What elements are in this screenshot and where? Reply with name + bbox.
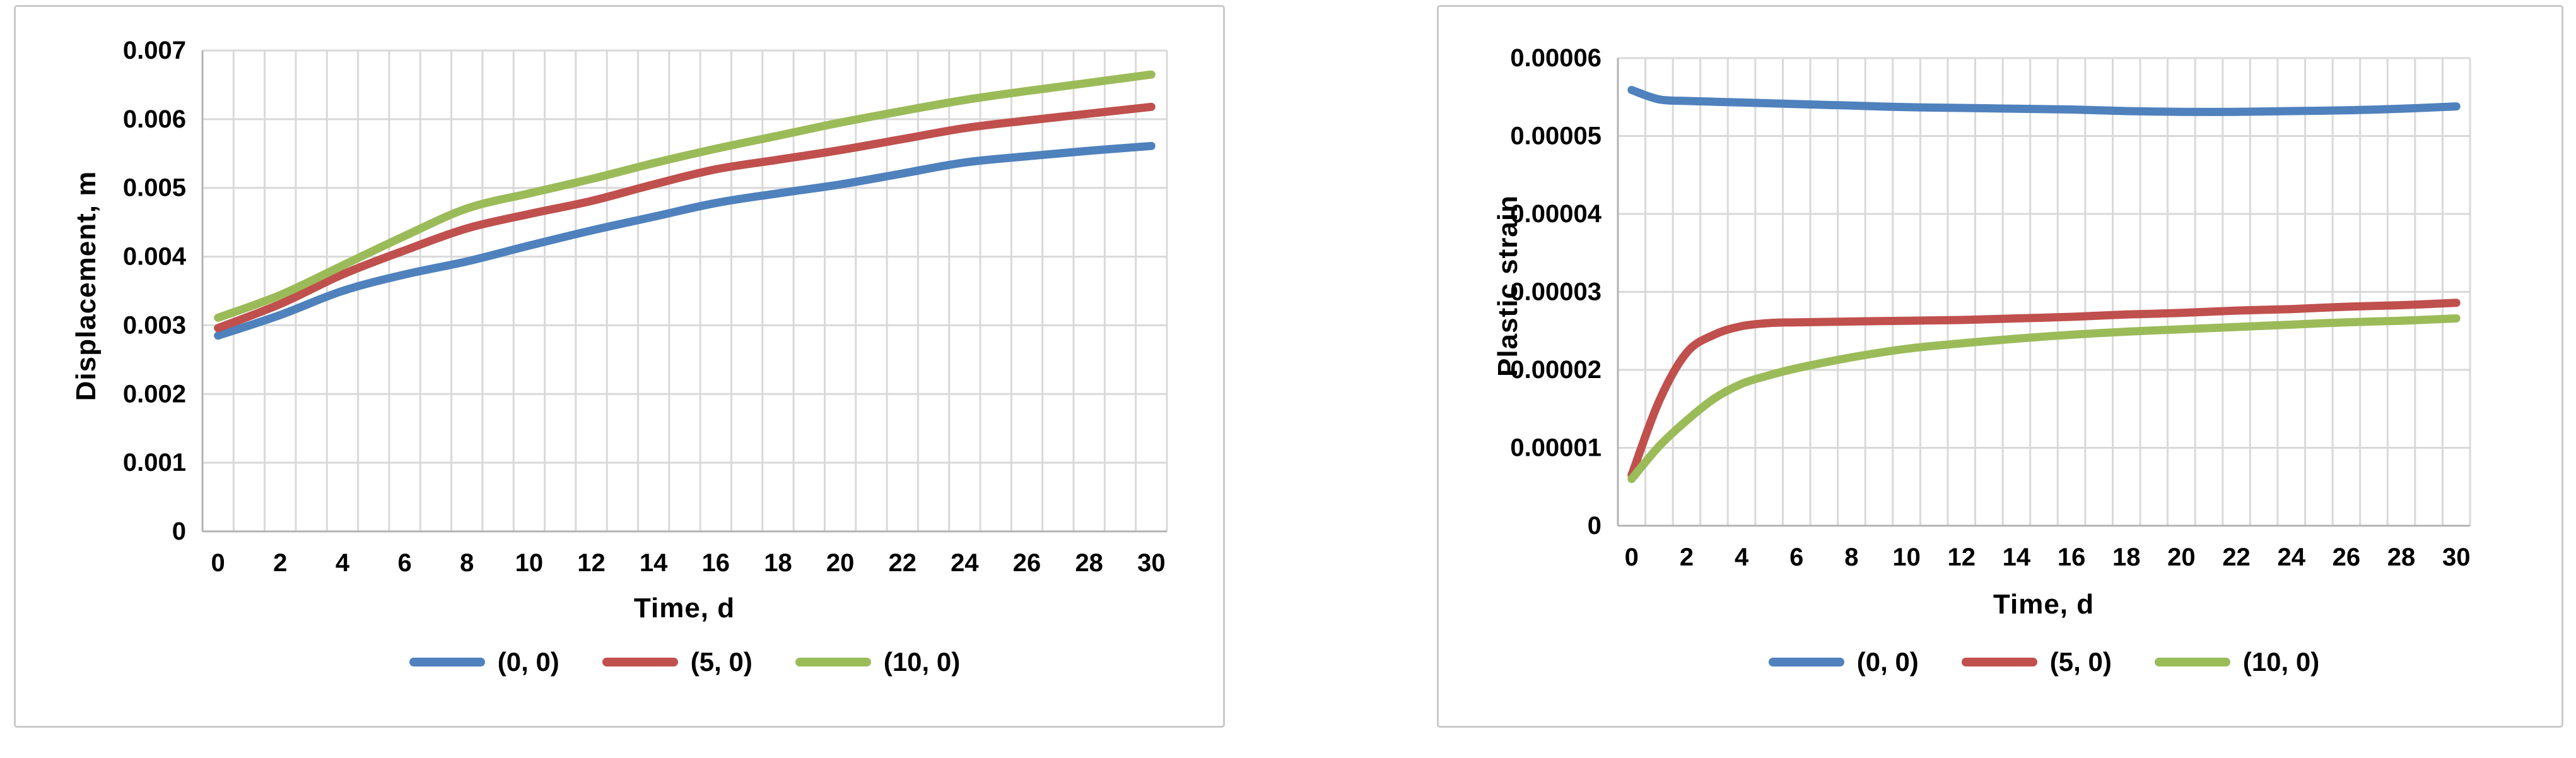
legend-swatch-green xyxy=(795,658,871,666)
svg-text:0.00006: 0.00006 xyxy=(1510,44,1601,72)
svg-text:4: 4 xyxy=(1735,543,1749,571)
legend-item-0-0: (0, 0) xyxy=(409,647,559,677)
svg-text:14: 14 xyxy=(2003,543,2031,571)
svg-text:20: 20 xyxy=(2167,543,2196,571)
svg-text:22: 22 xyxy=(889,549,917,577)
svg-text:20: 20 xyxy=(826,549,855,577)
svg-text:26: 26 xyxy=(1013,549,1041,577)
plastic-strain-chart: 0 0.00001 0.00002 0.00003 0.00004 0.00005 0.00… xyxy=(1510,44,2471,571)
displacement-x-axis-title: Time, d xyxy=(633,593,735,624)
svg-text:28: 28 xyxy=(1075,549,1103,577)
svg-text:2: 2 xyxy=(1680,543,1694,571)
svg-text:0.006: 0.006 xyxy=(123,105,186,133)
legend-label: (10, 0) xyxy=(2242,647,2320,677)
svg-text:4: 4 xyxy=(336,549,350,577)
legend-item-0-0: (0, 0) xyxy=(1768,647,1919,677)
svg-text:0.005: 0.005 xyxy=(123,174,186,202)
svg-text:6: 6 xyxy=(397,549,411,577)
legend-label: (0, 0) xyxy=(497,647,559,677)
svg-text:0.007: 0.007 xyxy=(123,37,186,64)
svg-text:0.00004: 0.00004 xyxy=(1510,200,1601,228)
svg-text:6: 6 xyxy=(1789,543,1803,571)
legend-item-10-0: (10, 0) xyxy=(2154,647,2320,677)
svg-text:12: 12 xyxy=(1948,543,1976,571)
svg-text:24: 24 xyxy=(951,549,979,577)
svg-text:18: 18 xyxy=(764,549,792,577)
legend-label: (5, 0) xyxy=(690,647,752,677)
svg-text:28: 28 xyxy=(2387,543,2416,571)
plastic-strain-x-axis-title: Time, d xyxy=(1993,589,2095,620)
legend-swatch-blue xyxy=(1768,658,1844,666)
svg-text:0.00002: 0.00002 xyxy=(1510,356,1601,384)
legend-swatch-red xyxy=(1961,658,2037,666)
legend-swatch-green xyxy=(2154,658,2230,666)
legend-label: (10, 0) xyxy=(883,647,961,677)
svg-text:16: 16 xyxy=(702,549,730,577)
plastic-strain-y-axis-title: Plastic strain xyxy=(1492,195,1523,377)
svg-text:16: 16 xyxy=(2058,543,2086,571)
svg-text:0.001: 0.001 xyxy=(123,449,186,477)
plastic-strain-legend: (0, 0) (5, 0) (10, 0) xyxy=(1618,643,2470,681)
svg-text:10: 10 xyxy=(1892,543,1921,571)
svg-text:10: 10 xyxy=(515,549,544,577)
svg-text:0.00003: 0.00003 xyxy=(1510,278,1601,306)
legend-item-10-0: (10, 0) xyxy=(795,647,960,677)
legend-swatch-blue xyxy=(409,658,485,666)
legend-label: (0, 0) xyxy=(1856,647,1919,677)
svg-text:8: 8 xyxy=(460,549,474,577)
svg-text:24: 24 xyxy=(2277,543,2305,571)
svg-text:0.002: 0.002 xyxy=(123,380,186,408)
legend-item-5-0: (5, 0) xyxy=(602,647,752,677)
svg-text:14: 14 xyxy=(640,549,668,577)
svg-text:26: 26 xyxy=(2333,543,2361,571)
displacement-legend: (0, 0) (5, 0) (10, 0) xyxy=(202,643,1167,681)
svg-text:30: 30 xyxy=(1137,549,1166,577)
chart-panel-displacement: 0 0.001 0.002 0.003 0.004 0.005 0.006 0.007 0 2 4 6… xyxy=(14,5,1225,728)
chart-panel-plastic-strain: 0 0.00001 0.00002 0.00003 0.00004 0.00005 0.00… xyxy=(1437,5,2563,728)
legend-item-5-0: (5, 0) xyxy=(1961,647,2112,677)
svg-text:18: 18 xyxy=(2112,543,2141,571)
legend-label: (5, 0) xyxy=(2049,647,2112,677)
svg-text:0.00001: 0.00001 xyxy=(1510,434,1601,462)
svg-text:0: 0 xyxy=(211,549,225,577)
svg-text:8: 8 xyxy=(1844,543,1858,571)
svg-text:0: 0 xyxy=(172,518,186,545)
svg-text:30: 30 xyxy=(2442,543,2471,571)
svg-text:0.00005: 0.00005 xyxy=(1510,122,1601,150)
svg-text:2: 2 xyxy=(273,549,287,577)
svg-text:0.003: 0.003 xyxy=(123,311,186,339)
svg-text:12: 12 xyxy=(577,549,606,577)
svg-text:22: 22 xyxy=(2222,543,2251,571)
svg-text:0: 0 xyxy=(1625,543,1639,571)
displacement-y-axis-title: Displacement, m xyxy=(71,170,102,401)
legend-swatch-red xyxy=(602,658,678,666)
svg-text:0.004: 0.004 xyxy=(123,243,187,271)
svg-text:0: 0 xyxy=(1588,512,1601,540)
